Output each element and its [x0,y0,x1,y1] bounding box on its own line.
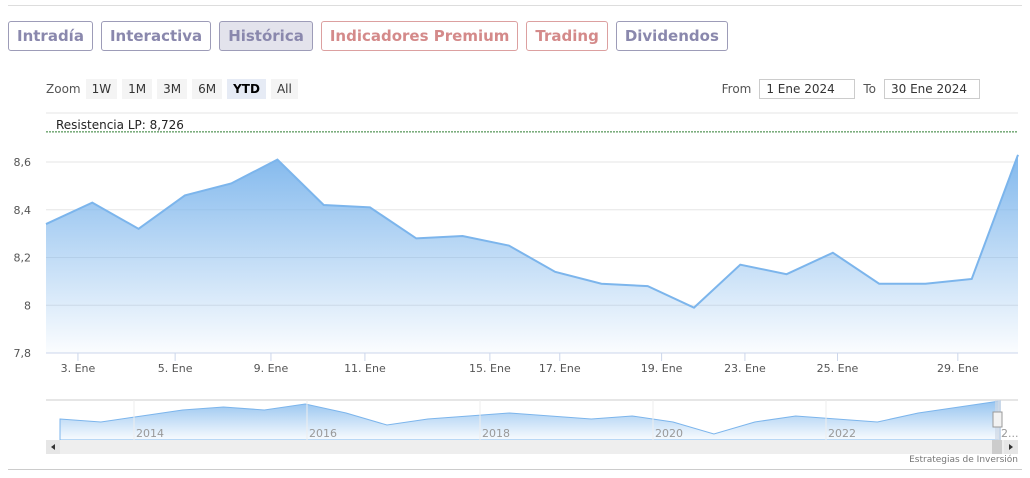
zoom-1w-button[interactable]: 1W [85,79,118,99]
y-tick-label: 8 [24,299,31,312]
zoom-label: Zoom [46,82,81,96]
to-label: To [863,82,876,96]
x-tick-label: 11. Ene [344,362,386,375]
from-label: From [721,82,752,96]
credit-link[interactable]: Estrategias de Inversión [909,455,1018,465]
navigator-year-label: 2018 [482,427,510,440]
tab-bar: Intradía Interactiva Histórica Indicadores … [8,21,728,51]
bottom-divider [8,469,1022,470]
x-tick-label: 9. Ene [254,362,289,375]
from-date-input[interactable] [759,79,856,99]
tab-interactiva[interactable]: Interactiva [100,21,212,51]
tab-dividendos[interactable]: Dividendos [615,21,728,51]
y-tick-label: 8,6 [14,156,32,169]
y-tick-label: 7,8 [14,347,32,360]
x-tick-label: 3. Ene [61,362,96,375]
x-tick-label: 29. Ene [937,362,979,375]
zoom-controls: Zoom 1W 1M 3M 6M YTD All [46,79,298,99]
navigator-year-label: 2014 [136,427,164,440]
x-tick-label: 19. Ene [641,362,683,375]
y-tick-label: 8,2 [14,252,32,265]
zoom-ytd-button[interactable]: YTD [227,79,266,99]
zoom-6m-button[interactable]: 6M [192,79,223,99]
arrow-left-icon [51,444,55,450]
navigator-year-label: 2022 [828,427,856,440]
arrow-right-icon [1009,444,1013,450]
to-date-input[interactable] [884,79,980,99]
y-tick-label: 8,4 [14,204,32,217]
zoom-3m-button[interactable]: 3M [157,79,188,99]
price-line [45,154,1019,309]
x-tick-label: 25. Ene [817,362,859,375]
navigator[interactable]: 2014 2016 2018 2020 2022 2... [46,399,1019,454]
date-range: From To [722,79,980,99]
zoom-all-button[interactable]: All [270,79,298,99]
navigator-year-label: 2... [1001,427,1019,440]
x-tick-label: 17. Ene [539,362,581,375]
price-area [46,154,1018,353]
tab-hist-rica[interactable]: Histórica [219,21,313,51]
zoom-1m-button[interactable]: 1M [122,79,153,99]
scrollbar-track[interactable] [46,440,1018,454]
tab-indicadores-premium[interactable]: Indicadores Premium [320,21,519,51]
navigator-year-label: 2020 [655,427,683,440]
scrollbar-thumb[interactable] [992,440,1002,454]
navigator-series [59,400,1001,441]
top-divider [8,5,1022,6]
tab-intrad-a[interactable]: Intradía [8,21,93,51]
x-tick-label: 5. Ene [158,362,193,375]
navigator-handle[interactable] [992,411,1003,428]
tab-trading[interactable]: Trading [526,21,608,51]
navigator-year-label: 2016 [309,427,337,440]
x-tick-label: 15. Ene [469,362,511,375]
resistance-label: Resistencia LP: 8,726 [56,118,184,132]
x-tick-label: 23. Ene [724,362,766,375]
